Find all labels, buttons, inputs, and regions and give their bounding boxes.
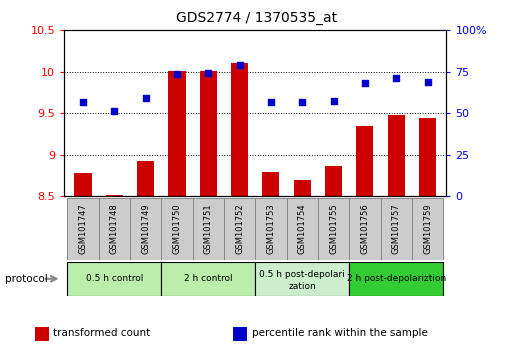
Text: GSM101752: GSM101752 bbox=[235, 203, 244, 254]
Text: GSM101757: GSM101757 bbox=[392, 203, 401, 254]
Text: GSM101749: GSM101749 bbox=[141, 203, 150, 254]
Bar bbox=[74, 173, 91, 196]
Point bbox=[110, 108, 119, 114]
Text: GSM101753: GSM101753 bbox=[266, 203, 275, 254]
Bar bbox=[287, 198, 318, 260]
Bar bbox=[67, 262, 161, 296]
Text: GSM101747: GSM101747 bbox=[78, 203, 87, 254]
Point bbox=[79, 99, 87, 105]
Bar bbox=[388, 115, 405, 196]
Text: GSM101754: GSM101754 bbox=[298, 203, 307, 254]
Bar bbox=[381, 198, 412, 260]
Text: GSM101759: GSM101759 bbox=[423, 203, 432, 254]
Text: GSM101755: GSM101755 bbox=[329, 203, 338, 254]
Bar bbox=[349, 262, 443, 296]
Point bbox=[423, 79, 431, 85]
Bar bbox=[161, 198, 192, 260]
Text: 2 h control: 2 h control bbox=[184, 274, 232, 283]
Text: GSM101751: GSM101751 bbox=[204, 203, 213, 254]
Bar bbox=[168, 71, 186, 196]
Point bbox=[298, 99, 306, 105]
Bar bbox=[325, 166, 342, 196]
Text: 2 h post-depolariztion: 2 h post-depolariztion bbox=[347, 274, 446, 283]
Text: GSM101748: GSM101748 bbox=[110, 203, 119, 254]
Bar bbox=[130, 198, 161, 260]
Bar bbox=[192, 198, 224, 260]
Bar bbox=[35, 326, 49, 341]
Bar bbox=[98, 198, 130, 260]
Text: GSM101750: GSM101750 bbox=[172, 203, 182, 254]
Bar bbox=[233, 326, 247, 341]
Point bbox=[235, 62, 244, 68]
Text: 0.5 h post-depolari: 0.5 h post-depolari bbox=[260, 270, 345, 279]
Bar bbox=[419, 118, 436, 196]
Bar bbox=[293, 180, 311, 196]
Bar bbox=[67, 198, 98, 260]
Point bbox=[204, 70, 212, 76]
Bar bbox=[231, 63, 248, 196]
Text: protocol: protocol bbox=[5, 274, 48, 284]
Bar bbox=[137, 161, 154, 196]
Text: zation: zation bbox=[288, 282, 316, 291]
Text: 0.5 h control: 0.5 h control bbox=[86, 274, 143, 283]
Bar bbox=[200, 71, 217, 196]
Point bbox=[142, 96, 150, 101]
Bar bbox=[349, 198, 381, 260]
Bar bbox=[356, 126, 373, 196]
Bar bbox=[224, 198, 255, 260]
Bar bbox=[262, 171, 280, 196]
Point bbox=[267, 99, 275, 104]
Text: transformed count: transformed count bbox=[53, 328, 151, 338]
Point bbox=[329, 98, 338, 104]
Point bbox=[173, 72, 181, 77]
Bar bbox=[106, 195, 123, 196]
Bar bbox=[412, 198, 443, 260]
Bar bbox=[255, 262, 349, 296]
Text: GDS2774 / 1370535_at: GDS2774 / 1370535_at bbox=[176, 11, 337, 25]
Text: percentile rank within the sample: percentile rank within the sample bbox=[252, 328, 428, 338]
Bar bbox=[318, 198, 349, 260]
Bar bbox=[161, 262, 255, 296]
Point bbox=[392, 75, 400, 81]
Point bbox=[361, 80, 369, 86]
Text: GSM101756: GSM101756 bbox=[360, 203, 369, 254]
Bar bbox=[255, 198, 287, 260]
